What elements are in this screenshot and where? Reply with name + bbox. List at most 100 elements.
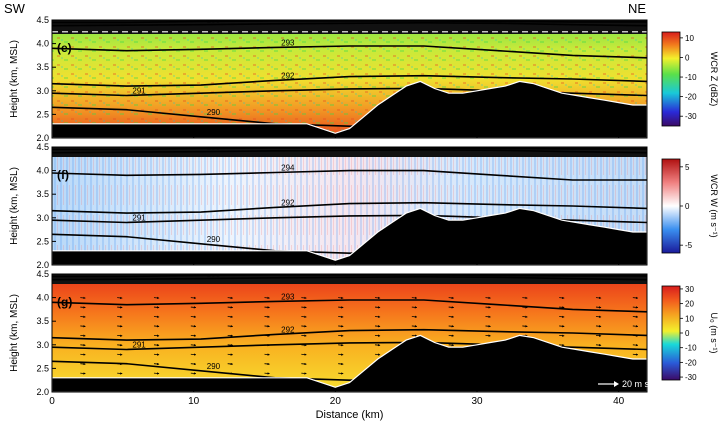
wind-vector xyxy=(485,315,491,318)
contour-label: 290 xyxy=(207,362,221,371)
y-tick-label: 2.5 xyxy=(36,109,49,119)
contour-label: 293 xyxy=(281,38,295,47)
wind-vector xyxy=(559,306,565,309)
wind-vector xyxy=(632,334,639,337)
colorbar-tick-label: 20 xyxy=(685,300,694,309)
contour-label: 290 xyxy=(207,108,221,117)
y-tick-label: 3.5 xyxy=(36,316,49,326)
wind-vector xyxy=(153,296,160,300)
plot-frame xyxy=(51,19,648,139)
wind-vector xyxy=(227,325,234,328)
contour-label: 290 xyxy=(132,13,146,22)
panel-label: (g) xyxy=(57,295,72,309)
plot-frame xyxy=(51,146,648,266)
wind-vector xyxy=(117,306,123,309)
colorbar-tick-label: -20 xyxy=(685,358,697,367)
wind-vector xyxy=(190,325,197,328)
wind-vector xyxy=(117,296,123,300)
y-tick-label: 2.0 xyxy=(36,387,49,397)
wind-vector xyxy=(448,315,455,318)
wind-vector xyxy=(595,343,602,347)
wind-vector xyxy=(190,315,197,318)
wind-vector xyxy=(301,315,307,318)
contour-label: 291 xyxy=(132,214,146,223)
wind-vector xyxy=(190,343,197,347)
y-tick-label: 3.0 xyxy=(36,340,49,350)
wind-vector xyxy=(153,362,160,366)
y-tick-label: 2.0 xyxy=(36,260,49,270)
wind-vector xyxy=(374,325,381,328)
wind-vector xyxy=(80,362,86,366)
colorbar-tick-label: -30 xyxy=(685,112,697,121)
wind-vector xyxy=(117,343,123,347)
colorbar xyxy=(661,31,681,127)
wind-vector xyxy=(595,306,602,309)
wind-vector xyxy=(264,353,270,356)
wind-vector xyxy=(301,353,307,356)
wind-vector xyxy=(227,334,234,337)
wind-vector xyxy=(190,362,197,366)
wind-vector xyxy=(80,353,86,356)
colorbar-tick-label: -30 xyxy=(685,373,697,382)
wind-vector xyxy=(595,334,602,337)
wind-vector xyxy=(264,362,270,366)
y-tick-label: 4.5 xyxy=(36,269,49,279)
colorbar-tick-label: -20 xyxy=(685,93,697,102)
wind-vector xyxy=(80,372,86,375)
y-tick-label: 4.5 xyxy=(36,15,49,25)
contour-line xyxy=(52,274,647,278)
wind-vector xyxy=(522,296,528,300)
contour-label: 291 xyxy=(132,87,146,96)
y-tick-label: 4.0 xyxy=(36,293,49,303)
plot-frame xyxy=(51,273,648,393)
x-axis-label: Distance (km) xyxy=(316,409,384,421)
panel-e: 290 293 292 291 290 293 (e) 2.0 2.5 3.0 3.5 4.0 4.5 H… xyxy=(9,13,719,143)
wind-vector xyxy=(117,353,123,356)
wind-vector xyxy=(338,325,344,328)
wind-vector xyxy=(338,296,344,300)
wind-vector xyxy=(374,306,381,309)
wind-vector xyxy=(595,296,602,300)
wind-vector xyxy=(153,372,160,375)
wind-vector xyxy=(485,306,491,309)
wind-vector xyxy=(448,306,455,309)
y-tick-label: 3.5 xyxy=(36,62,49,72)
wind-vector xyxy=(264,334,270,337)
contour-line xyxy=(52,299,647,313)
wind-vector xyxy=(264,343,270,347)
panel-label: (f) xyxy=(57,168,69,182)
y-tick-label: 2.5 xyxy=(36,236,49,246)
contour-line xyxy=(52,328,647,341)
contour-label: 293 xyxy=(207,270,221,279)
wind-vector xyxy=(338,372,344,375)
contour-label: 294 xyxy=(281,163,295,172)
contour-label: 290 xyxy=(207,235,221,244)
terrain xyxy=(52,80,647,138)
contour-label: 292 xyxy=(281,71,295,80)
wind-vector xyxy=(522,325,528,328)
wind-vector xyxy=(227,296,234,300)
wind-vector xyxy=(264,325,270,328)
wind-vector xyxy=(301,362,307,366)
contour-line xyxy=(52,20,647,24)
wind-vector xyxy=(338,362,344,366)
header-left: SW xyxy=(4,1,26,16)
y-axis-label: Height (km, MSL) xyxy=(9,40,20,118)
wind-vector xyxy=(559,315,565,318)
wind-vector xyxy=(448,325,455,328)
wind-vector xyxy=(374,296,381,300)
wind-vector xyxy=(227,362,234,366)
field-2: 290 293 292 291 290 293 xyxy=(52,270,647,392)
wind-vector xyxy=(559,296,565,300)
colorbar-label: WCR W (m s⁻¹) xyxy=(709,174,719,237)
contour-line xyxy=(52,169,647,181)
contour-label: 293 xyxy=(281,292,295,301)
wind-vector xyxy=(632,353,639,356)
panel-g: 290 293 292 291 290 293 (g) 2.0 2.5 3.0 3.5 4.0 4.5 H… xyxy=(9,269,719,421)
wind-vector xyxy=(374,315,381,318)
wind-vector xyxy=(632,306,639,309)
wind-vector xyxy=(190,372,197,375)
wind-vector xyxy=(301,325,307,328)
wind-vector xyxy=(80,325,86,328)
y-axis-label: Height (km, MSL) xyxy=(9,167,20,245)
